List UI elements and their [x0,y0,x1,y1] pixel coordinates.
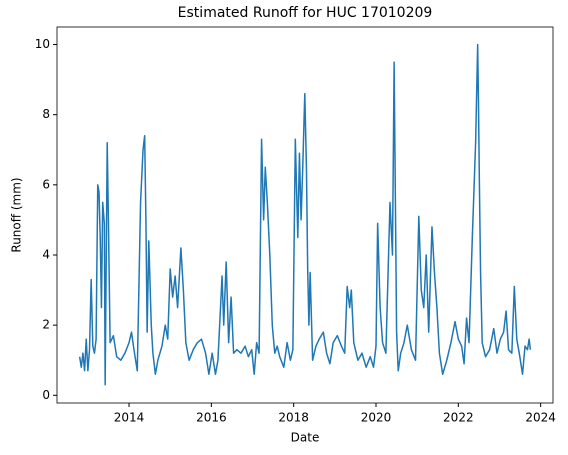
y-axis-label: Runoff (mm) [10,177,24,252]
x-axis-label: Date [291,431,320,445]
data-line [78,43,532,386]
x-tick-label: 2014 [114,411,145,425]
y-tick-label: 4 [42,247,50,261]
x-tick-label: 2024 [525,411,556,425]
chart-title: Estimated Runoff for HUC 17010209 [178,5,433,21]
y-tick-label: 6 [42,177,50,191]
x-tick-label: 2022 [443,411,474,425]
y-tick-label: 2 [42,318,50,332]
plot-frame [56,26,554,404]
y-tick-label: 10 [35,37,50,51]
y-tick-label: 8 [42,107,50,121]
x-tick-label: 2016 [196,411,227,425]
x-tick-label: 2020 [361,411,392,425]
y-tick-label: 0 [42,388,50,402]
x-tick-label: 2018 [278,411,309,425]
